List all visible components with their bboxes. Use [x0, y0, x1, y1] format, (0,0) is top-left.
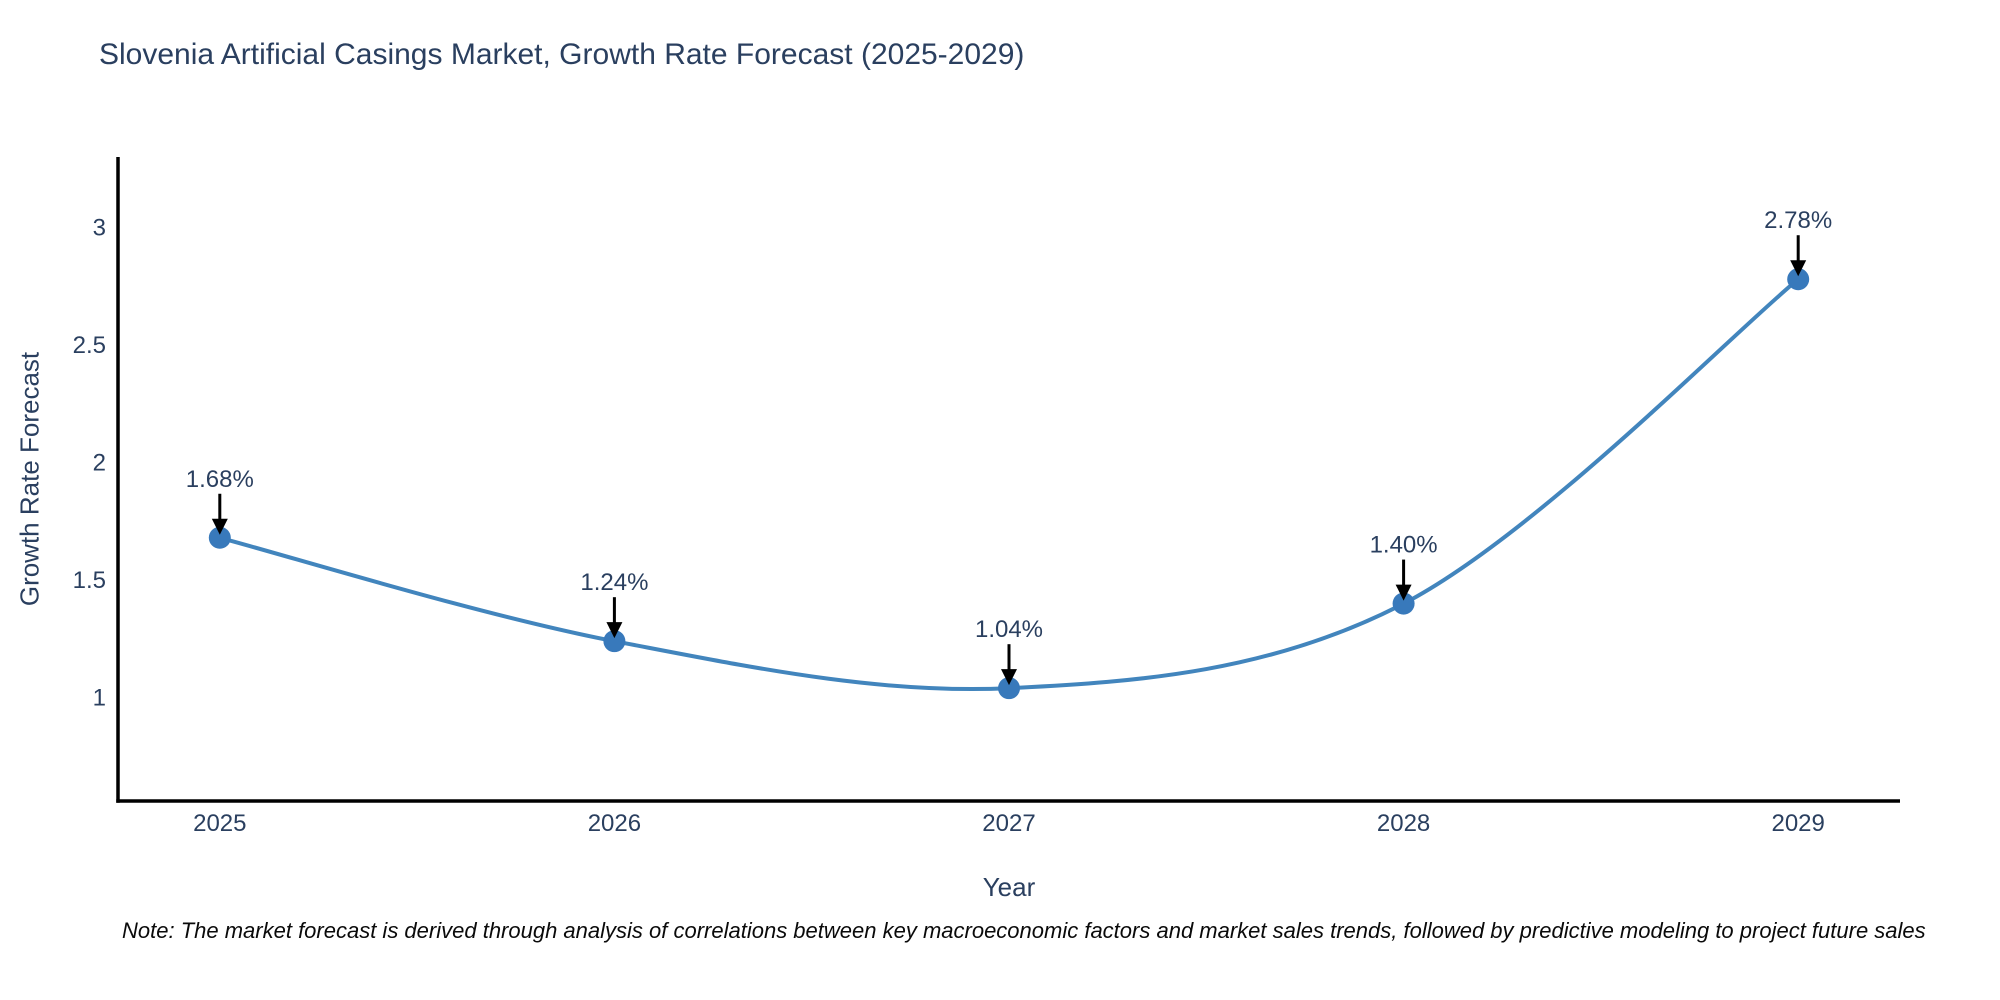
annotation-label-2026: 1.24%: [580, 569, 648, 596]
y-tick-3: 3: [93, 215, 106, 242]
data-point-2027[interactable]: [998, 677, 1020, 700]
x-axis-title: Year: [982, 872, 1036, 902]
data-point-2028[interactable]: [1392, 592, 1415, 615]
annotation-label-2029: 2.78%: [1764, 207, 1832, 234]
annotation-arrowhead-2029: [1790, 260, 1807, 277]
footnote: Note: The market forecast is derived thr…: [122, 918, 1926, 943]
y-tick-2: 2: [93, 450, 106, 477]
x-tick-2025: 2025: [193, 810, 246, 837]
x-tick-2027: 2027: [982, 810, 1035, 837]
annotation-arrowhead-2027: [1001, 669, 1017, 686]
data-point-2026[interactable]: [603, 630, 626, 653]
x-tick-2026: 2026: [588, 810, 641, 837]
x-tick-2028: 2028: [1377, 810, 1430, 837]
data-point-2025[interactable]: [208, 526, 231, 549]
y-tick-2.5: 2.5: [73, 332, 106, 359]
annotation-arrowhead-2025: [211, 518, 228, 535]
x-tick-2029: 2029: [1771, 810, 1824, 837]
annotation-label-2027: 1.04%: [975, 616, 1043, 643]
chart-title: Slovenia Artificial Casings Market, Grow…: [99, 38, 1025, 71]
annotation-label-2025: 1.68%: [186, 466, 254, 493]
y-tick-1.5: 1.5: [73, 567, 106, 594]
data-point-2029[interactable]: [1787, 268, 1810, 291]
annotation-label-2028: 1.40%: [1370, 532, 1438, 559]
y-tick-1: 1: [93, 685, 106, 712]
annotation-arrowhead-2028: [1395, 584, 1412, 601]
annotation-arrowhead-2026: [606, 622, 623, 639]
